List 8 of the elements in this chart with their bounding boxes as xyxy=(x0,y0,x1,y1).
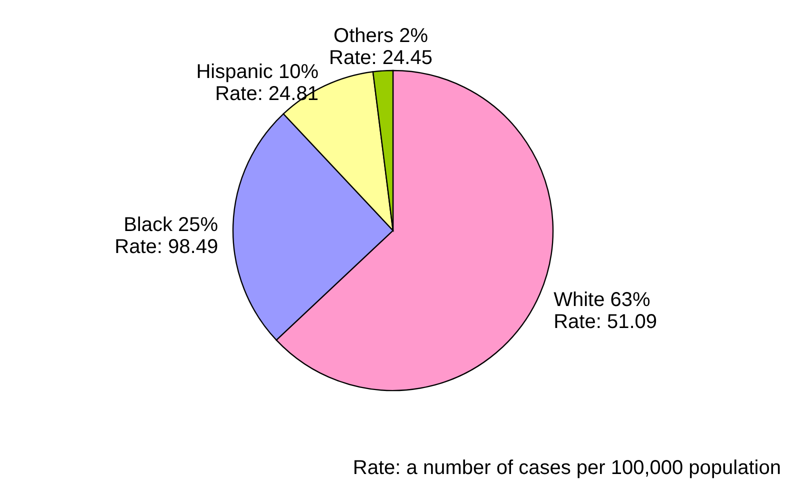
text: Rate: 51.09 xyxy=(554,311,658,333)
slice-label: Others 2% xyxy=(334,24,428,47)
slice-label: White 63% xyxy=(554,289,651,311)
text: Rate: 24.45 xyxy=(329,46,432,69)
text: Rate: 98.49 xyxy=(114,236,218,258)
slice-label: Black 25% xyxy=(124,214,218,236)
slice-label: Hispanic 10% xyxy=(196,61,319,84)
text: Rate: a number of cases per 100,000 population xyxy=(352,457,781,479)
